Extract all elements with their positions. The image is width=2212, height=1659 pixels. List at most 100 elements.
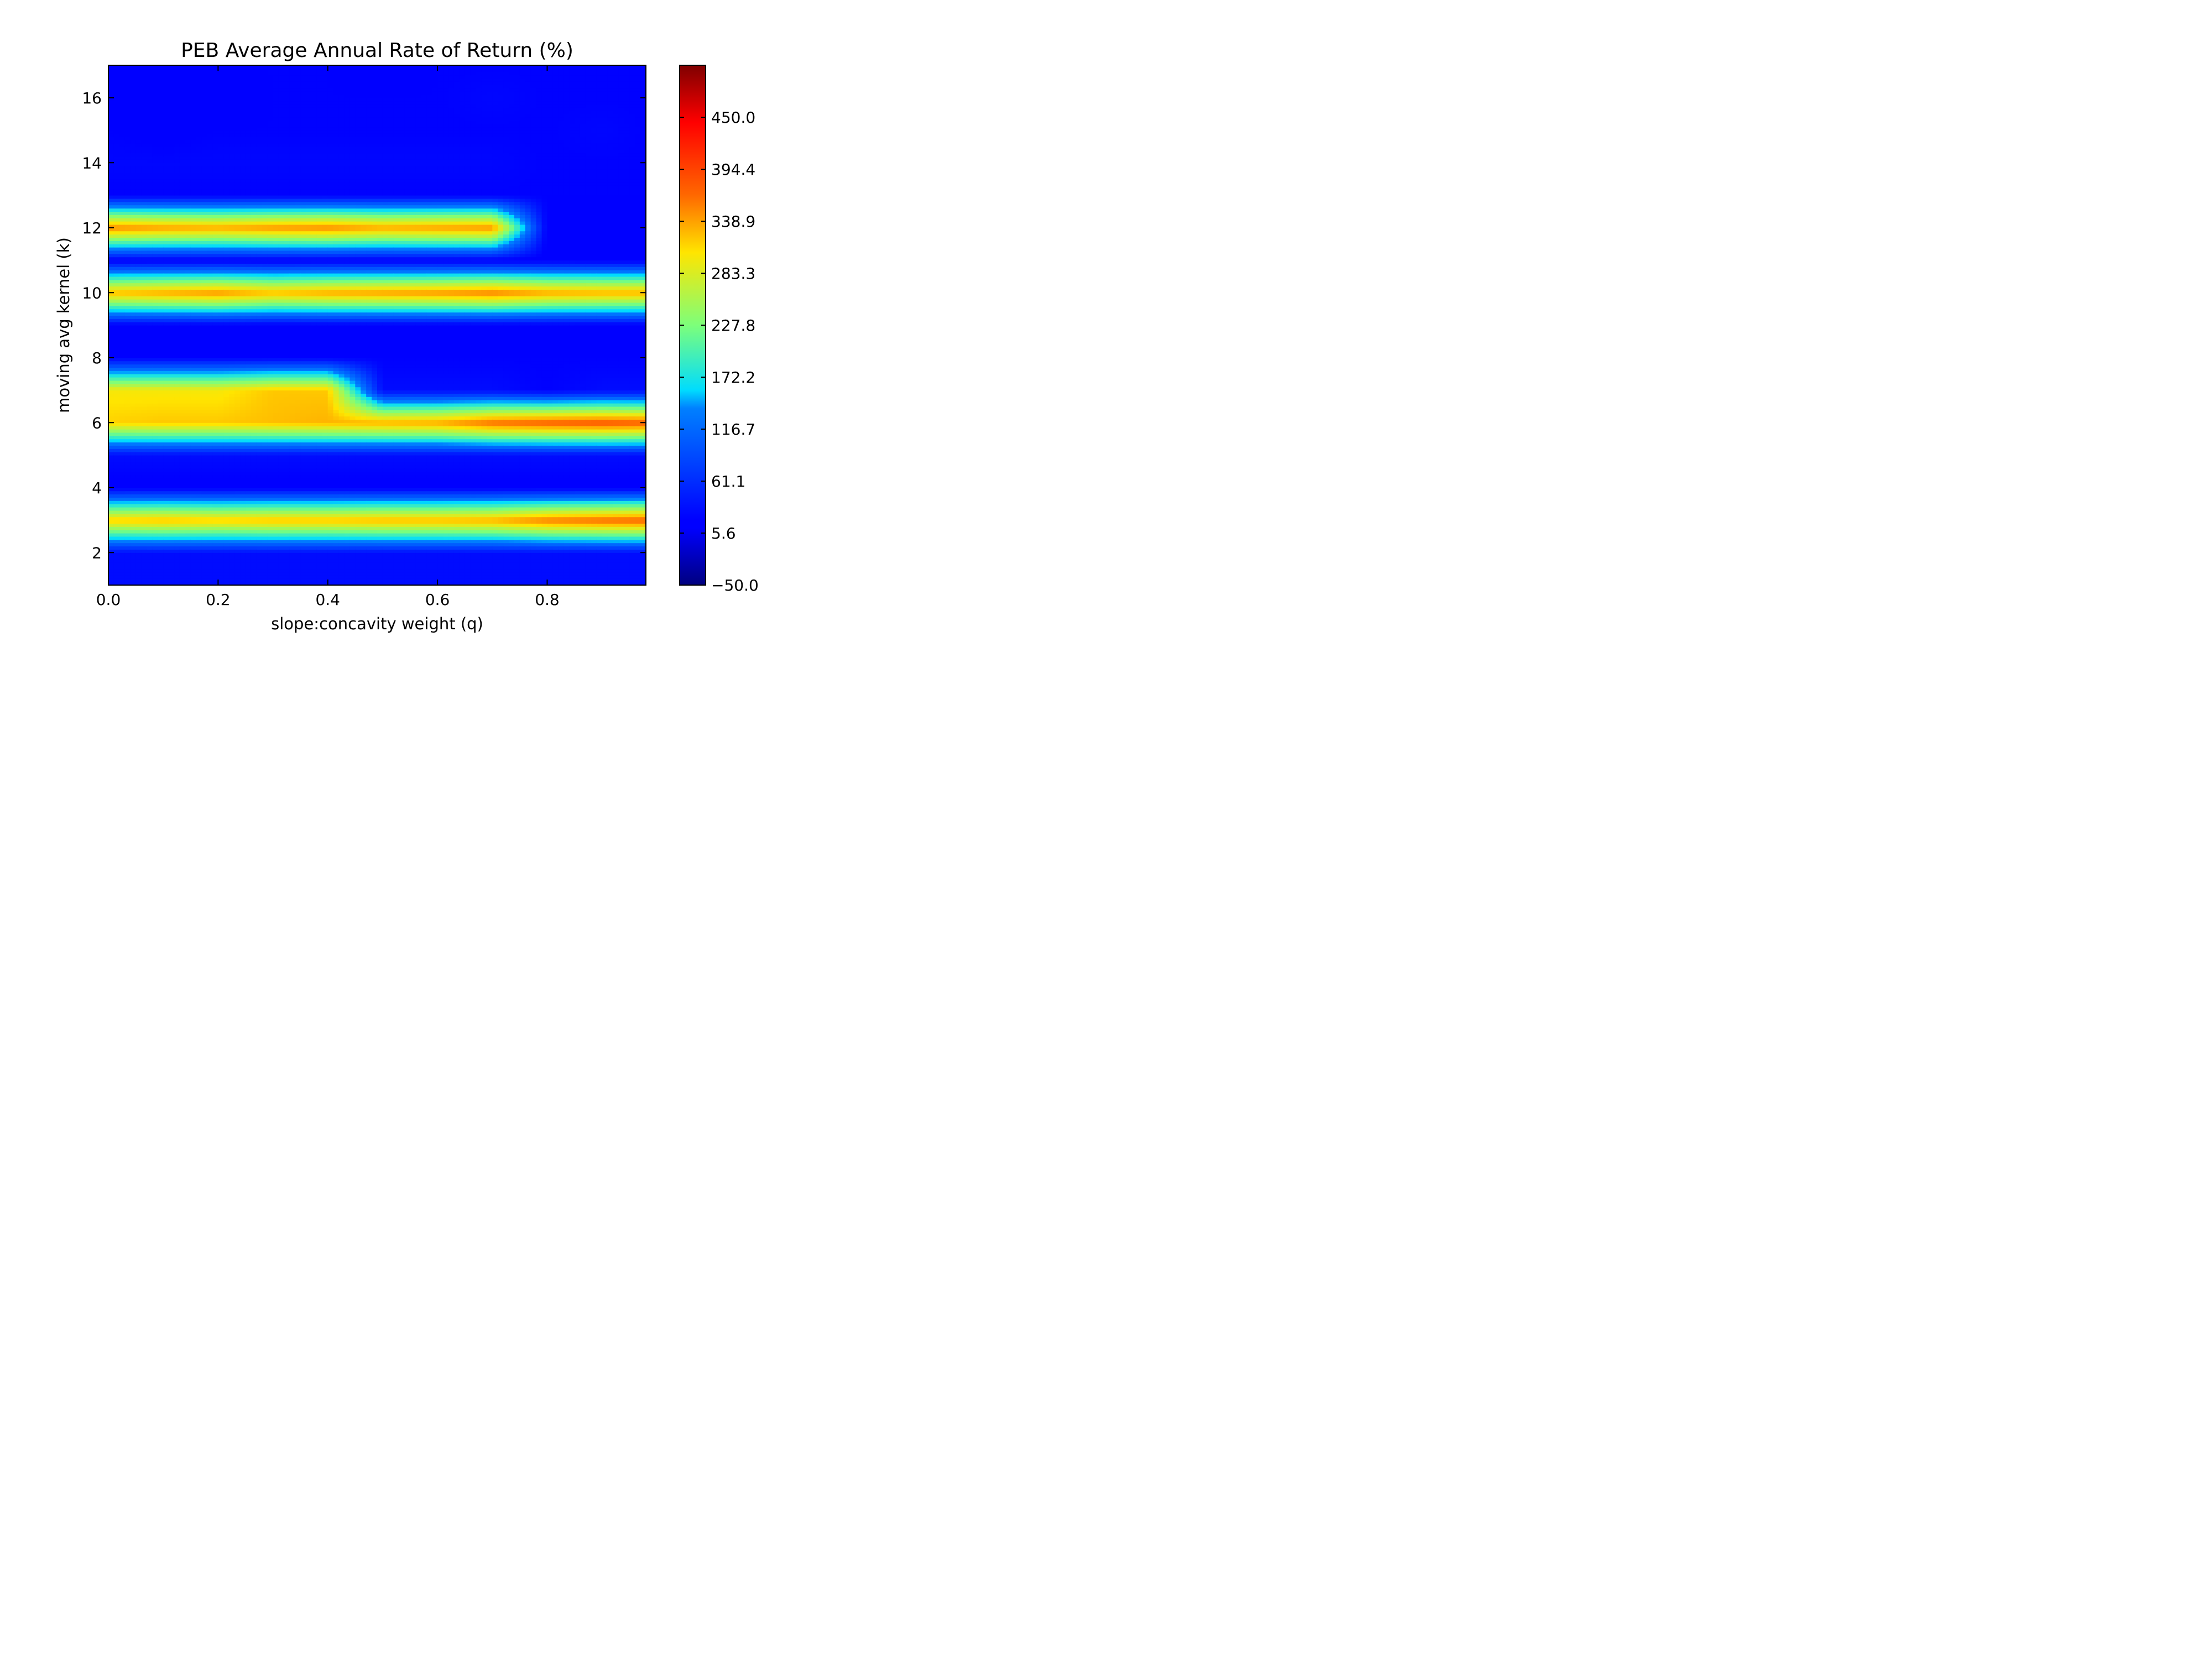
heatmap-cell: [124, 387, 131, 391]
heatmap-cell: [201, 383, 208, 388]
heatmap-cell: [240, 97, 246, 102]
heatmap-cell: [163, 335, 169, 339]
heatmap-cell: [147, 263, 153, 267]
heatmap-cell: [152, 338, 158, 342]
heatmap-cell: [234, 371, 241, 374]
heatmap-cell: [185, 504, 191, 508]
heatmap-cell: [273, 335, 279, 339]
heatmap-cell: [135, 123, 142, 128]
heatmap-cell: [174, 293, 180, 296]
heatmap-cell: [196, 348, 202, 352]
heatmap-cell: [273, 426, 279, 430]
heatmap-cell: [113, 335, 120, 339]
heatmap-cell: [124, 552, 131, 556]
heatmap-cell: [135, 478, 142, 482]
heatmap-cell: [169, 393, 175, 397]
heatmap-cell: [212, 179, 218, 183]
heatmap-cell: [256, 409, 263, 414]
heatmap-cell: [179, 71, 186, 76]
heatmap-cell: [207, 65, 213, 69]
heatmap-cell: [262, 465, 268, 469]
heatmap-cell: [273, 201, 279, 206]
heatmap-cell: [229, 149, 235, 154]
heatmap-cell: [113, 123, 120, 128]
heatmap-cell: [201, 403, 208, 407]
heatmap-cell: [158, 189, 164, 192]
heatmap-cell: [245, 227, 252, 232]
heatmap-cell: [251, 143, 257, 147]
heatmap-cell: [185, 487, 191, 492]
heatmap-cell: [207, 380, 213, 384]
heatmap-cell: [163, 227, 169, 232]
heatmap-cell: [130, 315, 137, 319]
heatmap-cell: [278, 559, 284, 563]
heatmap-cell: [124, 458, 131, 462]
heatmap-cell: [201, 465, 208, 469]
heatmap-cell: [135, 552, 142, 556]
heatmap-cell: [119, 429, 126, 433]
heatmap-cell: [169, 513, 175, 518]
heatmap-cell: [223, 296, 229, 300]
heatmap-cell: [207, 429, 213, 433]
heatmap-cell: [273, 387, 279, 391]
heatmap-cell: [119, 279, 126, 284]
heatmap-cell: [190, 406, 197, 410]
heatmap-cell: [207, 361, 213, 365]
heatmap-cell: [158, 338, 164, 342]
heatmap-cell: [185, 371, 191, 374]
heatmap-cell: [190, 270, 197, 274]
heatmap-cell: [130, 331, 137, 336]
heatmap-cell: [124, 78, 131, 82]
heatmap-cell: [251, 520, 257, 524]
heatmap-cell: [158, 319, 164, 322]
heatmap-cell: [212, 107, 218, 111]
heatmap-cell: [163, 159, 169, 163]
heatmap-cell: [152, 487, 158, 492]
heatmap-cell: [158, 354, 164, 358]
heatmap-cell: [179, 130, 186, 134]
heatmap-cell: [169, 526, 175, 530]
heatmap-cell: [223, 448, 229, 452]
heatmap-cell: [240, 338, 246, 342]
heatmap-cell: [174, 500, 180, 504]
heatmap-cell: [179, 120, 186, 124]
heatmap-cell: [262, 510, 268, 514]
heatmap-cell: [267, 513, 274, 518]
heatmap-cell: [158, 325, 164, 329]
heatmap-cell: [158, 426, 164, 430]
heatmap-cell: [158, 533, 164, 537]
heatmap-cell: [113, 487, 120, 492]
heatmap-cell: [147, 556, 153, 560]
heatmap-cell: [245, 536, 252, 540]
heatmap-cell: [229, 328, 235, 332]
heatmap-cell: [190, 169, 197, 173]
heatmap-cell: [108, 257, 114, 261]
heatmap-cell: [262, 335, 268, 339]
heatmap-cell: [147, 208, 153, 212]
heatmap-cell: [169, 383, 175, 388]
heatmap-cell: [212, 328, 218, 332]
heatmap-cell: [273, 81, 279, 85]
heatmap-cell: [207, 237, 213, 241]
heatmap-cell: [207, 205, 213, 209]
heatmap-cell: [141, 507, 148, 511]
heatmap-cell: [185, 149, 191, 154]
heatmap-cell: [179, 283, 186, 287]
heatmap-cell: [190, 442, 197, 446]
heatmap-cell: [251, 117, 257, 121]
heatmap-cell: [256, 530, 263, 534]
heatmap-cell: [234, 111, 241, 114]
heatmap-cell: [201, 279, 208, 284]
heatmap-cell: [119, 367, 126, 371]
heatmap-cell: [251, 299, 257, 303]
heatmap-cell: [229, 357, 235, 362]
heatmap-cell: [267, 507, 274, 511]
heatmap-cell: [229, 137, 235, 140]
heatmap-cell: [190, 484, 197, 488]
heatmap-cell: [218, 146, 224, 150]
heatmap-cell: [119, 111, 126, 114]
heatmap-cell: [158, 387, 164, 391]
heatmap-cell: [196, 572, 202, 576]
heatmap-cell: [229, 390, 235, 394]
heatmap-cell: [207, 575, 213, 579]
